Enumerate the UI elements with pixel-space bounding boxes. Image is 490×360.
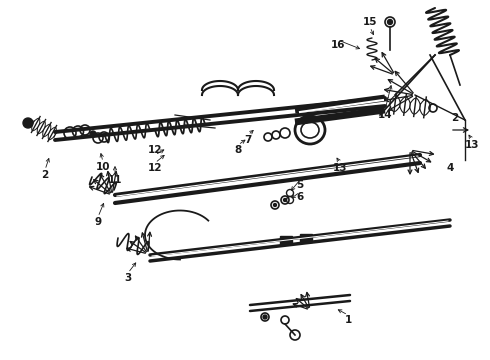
Circle shape xyxy=(90,131,96,137)
Text: 3: 3 xyxy=(124,273,132,283)
Circle shape xyxy=(263,315,267,319)
Circle shape xyxy=(23,118,33,128)
Text: 16: 16 xyxy=(331,40,345,50)
Text: 10: 10 xyxy=(96,162,110,172)
Text: 2: 2 xyxy=(41,170,49,180)
Circle shape xyxy=(388,19,392,24)
Text: 9: 9 xyxy=(95,217,101,227)
Text: 5: 5 xyxy=(296,180,304,190)
Bar xyxy=(300,234,312,242)
Text: 7: 7 xyxy=(245,135,252,145)
Text: 4: 4 xyxy=(446,163,454,173)
Text: 15: 15 xyxy=(363,17,377,27)
Text: 2: 2 xyxy=(451,113,459,123)
Text: 6: 6 xyxy=(296,192,304,202)
Text: 12: 12 xyxy=(148,163,162,173)
Circle shape xyxy=(273,203,276,207)
Text: 8: 8 xyxy=(234,145,242,155)
Text: 13: 13 xyxy=(333,163,347,173)
Text: 13: 13 xyxy=(465,140,479,150)
Bar xyxy=(280,236,292,244)
Text: 14: 14 xyxy=(378,110,392,120)
Text: 1: 1 xyxy=(344,315,352,325)
Circle shape xyxy=(284,198,287,202)
Text: 12: 12 xyxy=(148,145,162,155)
Text: 11: 11 xyxy=(108,175,122,185)
